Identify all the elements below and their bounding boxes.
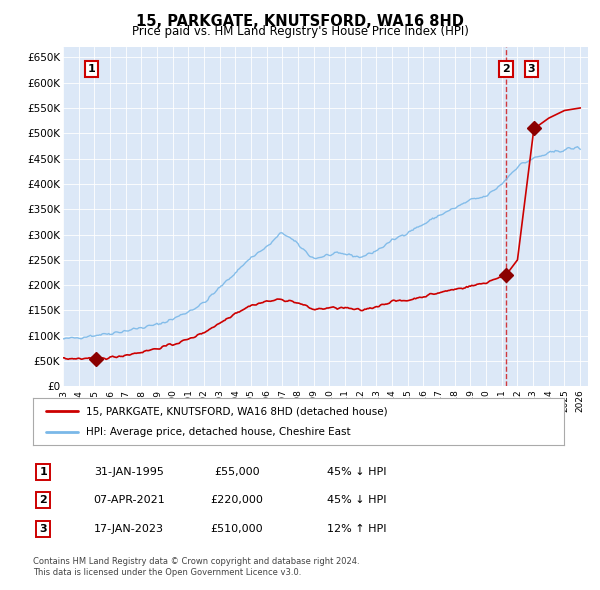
Text: 2: 2 [502, 64, 510, 74]
Text: £220,000: £220,000 [211, 496, 263, 505]
Text: 31-JAN-1995: 31-JAN-1995 [94, 467, 164, 477]
Text: 3: 3 [40, 524, 47, 533]
Text: 3: 3 [528, 64, 535, 74]
Text: HPI: Average price, detached house, Cheshire East: HPI: Average price, detached house, Ches… [86, 427, 351, 437]
Text: £55,000: £55,000 [214, 467, 260, 477]
Text: 17-JAN-2023: 17-JAN-2023 [94, 524, 164, 533]
Text: 15, PARKGATE, KNUTSFORD, WA16 8HD (detached house): 15, PARKGATE, KNUTSFORD, WA16 8HD (detac… [86, 407, 388, 417]
Text: 12% ↑ HPI: 12% ↑ HPI [327, 524, 387, 533]
Text: £510,000: £510,000 [211, 524, 263, 533]
Text: 15, PARKGATE, KNUTSFORD, WA16 8HD: 15, PARKGATE, KNUTSFORD, WA16 8HD [136, 14, 464, 28]
Text: This data is licensed under the Open Government Licence v3.0.: This data is licensed under the Open Gov… [33, 568, 301, 577]
Text: Contains HM Land Registry data © Crown copyright and database right 2024.: Contains HM Land Registry data © Crown c… [33, 557, 359, 566]
Text: 45% ↓ HPI: 45% ↓ HPI [327, 496, 387, 505]
Text: 07-APR-2021: 07-APR-2021 [93, 496, 165, 505]
Text: 1: 1 [40, 467, 47, 477]
Text: 2: 2 [40, 496, 47, 505]
Text: 1: 1 [88, 64, 95, 74]
Text: 45% ↓ HPI: 45% ↓ HPI [327, 467, 387, 477]
Text: Price paid vs. HM Land Registry's House Price Index (HPI): Price paid vs. HM Land Registry's House … [131, 25, 469, 38]
